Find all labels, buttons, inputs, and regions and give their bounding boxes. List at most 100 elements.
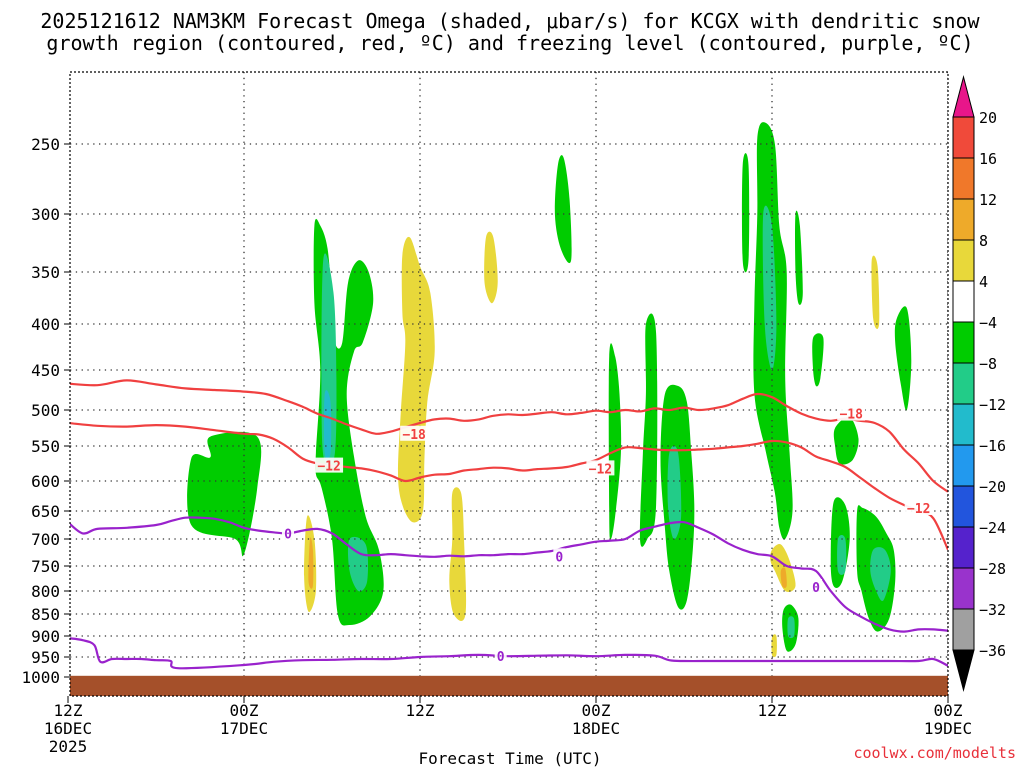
y-tick-label-850: 850	[31, 605, 60, 624]
omega-shade-region-27	[837, 535, 847, 575]
contour-labels: −18 −12 −12 −18 −12 0 0 0 0	[282, 405, 933, 665]
x-tick-label-2-0: 12Z	[406, 701, 435, 720]
colorbar-label-8: −16	[979, 437, 1006, 455]
omega-shade-region-25	[667, 445, 682, 540]
contour-label-0: −18	[402, 428, 426, 443]
omega-shade-region-6	[608, 343, 622, 540]
omega-shade-region-30	[308, 537, 314, 589]
colorbar-label-11: −28	[979, 560, 1006, 578]
contour-label-bg-8	[494, 648, 507, 664]
contour-label-bg-6	[553, 548, 566, 564]
colorbar-label-1: 16	[979, 150, 997, 168]
colorbar-segment-11	[952, 567, 975, 610]
omega-shade-region-21	[771, 634, 777, 658]
y-tick-label-1000: 1000	[21, 668, 60, 687]
colorbar-segment-1	[952, 157, 975, 200]
contour-dgz_bottom_minus12C	[70, 422, 948, 551]
y-tick-label-350: 350	[31, 263, 60, 282]
omega-shade-region-28	[787, 616, 795, 639]
omega-shade-region-0	[187, 431, 262, 557]
colorbar-label-2: 12	[979, 191, 997, 209]
plot-area: −18 −12 −12 −18 −12 0 0 0 0	[70, 72, 948, 696]
omega-shade-region-17	[894, 306, 912, 411]
colorbar-segment-12	[952, 608, 975, 651]
omega-shade-region-12	[812, 333, 824, 387]
omega-shade-region-2	[397, 236, 435, 523]
colorbar-segment-10	[952, 526, 975, 569]
omega-shade-region-7	[639, 313, 658, 547]
x-tick-label-3-0: 00Z	[582, 701, 611, 720]
omega-shade-region-29	[323, 390, 332, 460]
contour-label-bg-7	[810, 579, 822, 594]
colorbar-label-12: −32	[979, 601, 1006, 619]
omega-shade-region-20	[871, 255, 880, 330]
colorbar-label-10: −24	[979, 519, 1006, 537]
colorbar-label-3: 8	[979, 232, 988, 250]
y-tick-label-300: 300	[31, 205, 60, 224]
colorbar-segment-4	[952, 280, 975, 323]
x-tick-label-5-1: 19DEC	[924, 719, 972, 738]
title-line-2: growth region (contoured, red, ºC) and f…	[46, 31, 973, 55]
y-tick-label-400: 400	[31, 315, 60, 334]
x-tick-label-5-0: 00Z	[934, 701, 963, 720]
omega-shade-region-13	[833, 416, 859, 465]
colorbar-segment-5	[952, 321, 975, 364]
omega-shade-region-3	[449, 487, 467, 621]
x-tick-label-0-0: 12Z	[54, 701, 83, 720]
colorbar-label-9: −20	[979, 478, 1006, 496]
x-tick-label-1-1: 17DEC	[220, 719, 268, 738]
contour-label-6: 0	[555, 550, 563, 565]
y-tick-label-550: 550	[31, 437, 60, 456]
colorbar-label-7: −12	[979, 396, 1006, 414]
colorbar-bottom-arrow	[952, 649, 975, 692]
contour-label-bg-2	[586, 460, 615, 476]
y-tick-label-800: 800	[31, 582, 60, 601]
y-tick-label-450: 450	[31, 361, 60, 380]
colorbar: 20 16 12 8 4 −4 −8 −12 −16 −20 −24 −28 −32 −36	[952, 75, 1006, 692]
x-tick-label-4-0: 12Z	[758, 701, 787, 720]
colorbar-label-13: −36	[979, 642, 1006, 660]
colorbar-segment-2	[952, 198, 975, 241]
colorbar-label-4: 4	[979, 273, 988, 291]
y-tick-label-250: 250	[31, 135, 60, 154]
y-tick-label-700: 700	[31, 530, 60, 549]
colorbar-segment-0	[952, 116, 975, 159]
y-axis: 250 300 350 400 450 500 550 600 650 700 750 800 850 9…	[21, 135, 70, 687]
contour-label-7: 0	[812, 581, 820, 596]
contour-label-5: 0	[284, 527, 292, 542]
omega-shade-region-4	[484, 231, 498, 304]
colorbar-segment-6	[952, 362, 975, 405]
x-tick-label-1-0: 00Z	[230, 701, 259, 720]
contour-label-4: −12	[907, 502, 930, 517]
contour-label-bg-1	[315, 457, 344, 473]
y-tick-label-650: 650	[31, 502, 60, 521]
colorbar-segment-3	[952, 239, 975, 282]
contour-freezing_level_0C_lower	[70, 637, 948, 670]
terrain-ground	[70, 675, 948, 696]
contour-label-bg-4	[904, 500, 933, 515]
y-tick-label-750: 750	[31, 557, 60, 576]
omega-shading-layer	[187, 122, 912, 658]
omega-shade-region-5	[554, 155, 572, 264]
x-tick-label-0-1: 16DEC	[44, 719, 92, 738]
contour-dgz_top_minus18C	[70, 379, 948, 493]
omega-shade-region-31	[780, 567, 787, 589]
y-tick-label-600: 600	[31, 472, 60, 491]
colorbar-segment-9	[952, 485, 975, 528]
omega-shade-region-11	[795, 210, 803, 305]
y-tick-label-950: 950	[31, 648, 60, 667]
omega-shade-region-24	[762, 205, 777, 370]
contour-label-bg-3	[837, 405, 866, 421]
x-tick-label-3-1: 18DEC	[572, 719, 620, 738]
omega-shade-region-10	[741, 153, 750, 273]
plot-frame	[69, 71, 949, 697]
colorbar-label-0: 20	[979, 109, 997, 127]
contour-label-bg-5	[282, 525, 294, 541]
x-tick-label-0-2: 2025	[49, 737, 88, 756]
omega-shade-region-26	[870, 547, 891, 602]
y-tick-label-500: 500	[31, 401, 60, 420]
title-line-1: 2025121612 NAM3KM Forecast Omega (shaded…	[40, 9, 980, 33]
